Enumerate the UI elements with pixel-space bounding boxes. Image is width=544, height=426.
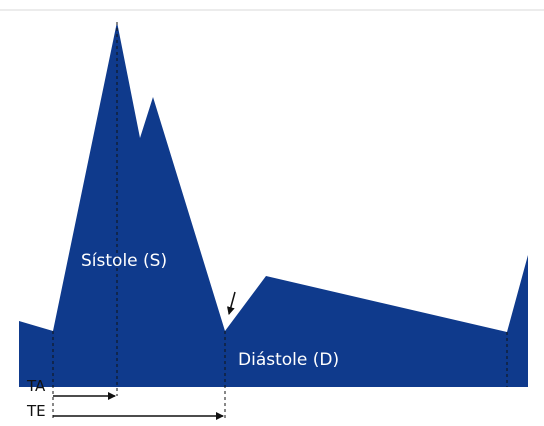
diastole-label: Diástole (D) (238, 350, 340, 370)
notch-pointer-arrow (226, 291, 236, 315)
systole-label: Sístole (S) (81, 251, 168, 271)
ta-label: TA (27, 377, 46, 395)
waveform-area (19, 22, 528, 387)
te-label: TE (27, 402, 46, 420)
